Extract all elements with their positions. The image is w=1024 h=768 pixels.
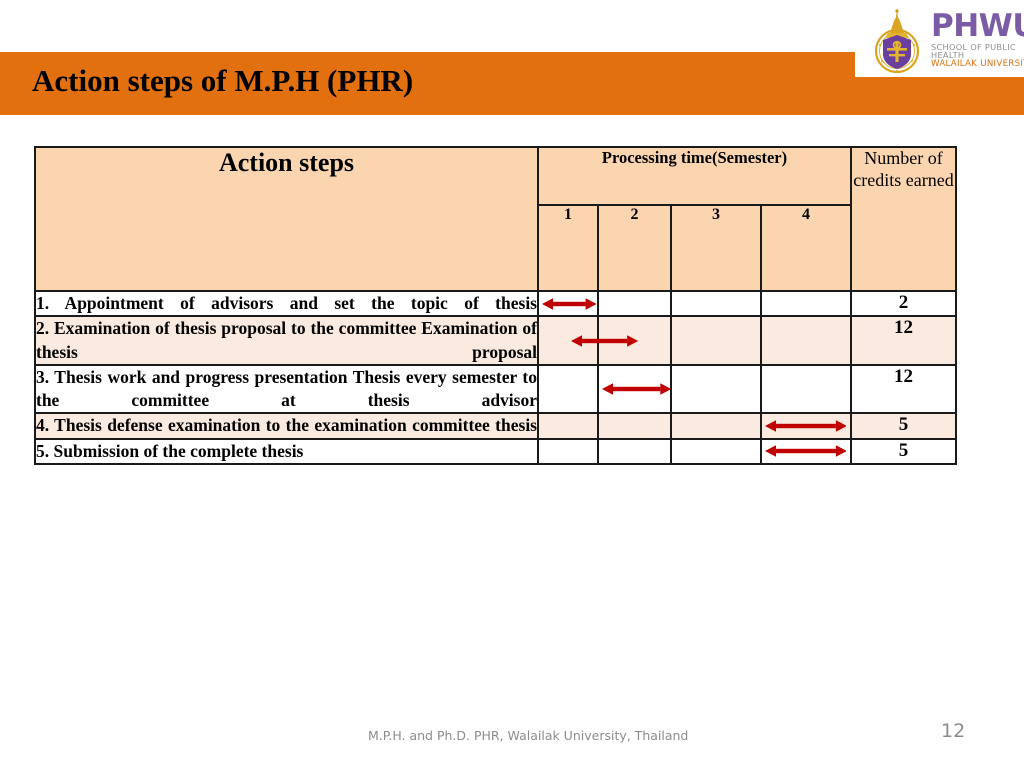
semester-2-cell: [597, 363, 672, 415]
semester-4-cell: [760, 315, 852, 366]
column-header-semester-1: 1: [537, 204, 599, 292]
logo-name: PHWU: [931, 8, 1024, 44]
semester-2-cell: [597, 437, 672, 465]
action-step-cell: 5. Submission of the complete thesis: [34, 437, 539, 465]
footer-note: M.P.H. and Ph.D. PHR, Walailak Universit…: [368, 728, 689, 743]
semester-4-cell: [760, 289, 852, 318]
credits-cell: 2: [850, 289, 957, 318]
semester-2-cell: [597, 315, 672, 366]
semester-3-cell: [670, 437, 762, 465]
semester-3-cell: [670, 412, 762, 440]
column-header-action-steps: Action steps: [34, 146, 539, 292]
column-header-processing-time: Processing time(Semester): [537, 146, 852, 206]
semester-1-cell: [537, 437, 599, 465]
table-row: 5. Submission of the complete thesis 5: [34, 437, 957, 465]
table-row: 3. Thesis work and progress presentation…: [34, 363, 957, 415]
page-title: Action steps of M.P.H (PHR): [32, 63, 414, 98]
semester-1-cell: [537, 315, 599, 366]
action-step-cell: 2. Examination of thesis proposal to the…: [34, 315, 539, 366]
credits-cell: 12: [850, 315, 957, 366]
semester-1-cell: [537, 363, 599, 415]
semester-1-cell: [537, 412, 599, 440]
credits-cell: 12: [850, 363, 957, 415]
action-step-cell: 4. Thesis defense examination to the exa…: [34, 412, 539, 440]
table-header: Action steps Processing time(Semester) N…: [34, 146, 957, 292]
semester-4-cell: [760, 412, 852, 440]
column-header-semester-4: 4: [760, 204, 852, 292]
table-body: 1. Appointment of advisors and set the t…: [34, 289, 957, 465]
table-row: 4. Thesis defense examination to the exa…: [34, 412, 957, 440]
semester-2-cell: [597, 412, 672, 440]
page-number: 12: [941, 720, 966, 742]
table-row: 1. Appointment of advisors and set the t…: [34, 289, 957, 318]
credits-cell: 5: [850, 412, 957, 440]
logo-subtitle-school: SCHOOL OF PUBLIC HEALTH: [931, 42, 1016, 61]
column-header-semester-3: 3: [670, 204, 762, 292]
table-row: 2. Examination of thesis proposal to the…: [34, 315, 957, 366]
action-step-cell: 1. Appointment of advisors and set the t…: [34, 289, 539, 318]
phwu-logo: PHWU SCHOOL OF PUBLIC HEALTH WALAILAK UN…: [858, 4, 1024, 76]
semester-3-cell: [670, 289, 762, 318]
walailak-university-seal-icon: [874, 9, 920, 73]
semester-3-cell: [670, 315, 762, 366]
header-banner: [0, 52, 1024, 115]
semester-2-cell: [597, 289, 672, 318]
semester-3-cell: [670, 363, 762, 415]
semester-4-cell: [760, 437, 852, 465]
action-steps-table: Action steps Processing time(Semester) N…: [34, 146, 957, 465]
credits-cell: 5: [850, 437, 957, 465]
semester-4-cell: [760, 363, 852, 415]
column-header-credits: Number of credits earned: [850, 146, 957, 292]
action-step-cell: 3. Thesis work and progress presentation…: [34, 363, 539, 415]
semester-1-cell: [537, 289, 599, 318]
logo-subtitle-university: WALAILAK UNIVERSITY: [931, 59, 1024, 70]
column-header-semester-2: 2: [597, 204, 672, 292]
